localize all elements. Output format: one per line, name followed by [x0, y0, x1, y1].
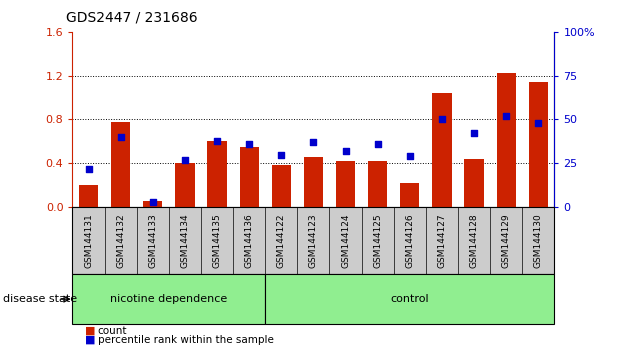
Bar	[272, 165, 291, 207]
Bar	[143, 200, 163, 207]
Point	[212, 138, 222, 143]
Text: GSM144127: GSM144127	[437, 213, 447, 268]
Text: GSM144123: GSM144123	[309, 213, 318, 268]
Text: GSM144133: GSM144133	[148, 213, 158, 268]
Point	[244, 141, 254, 147]
Text: GSM144131: GSM144131	[84, 213, 93, 268]
Text: GSM144128: GSM144128	[469, 213, 479, 268]
Text: ■: ■	[85, 335, 96, 345]
Bar	[400, 183, 420, 207]
Bar	[175, 163, 195, 207]
Bar	[111, 122, 130, 207]
Bar	[79, 185, 98, 207]
Point	[404, 153, 415, 159]
Point	[372, 141, 382, 147]
Bar	[368, 161, 387, 207]
Text: GSM144125: GSM144125	[373, 213, 382, 268]
Bar	[239, 147, 259, 207]
Point	[276, 152, 286, 157]
Point	[308, 139, 318, 145]
Text: GSM144122: GSM144122	[277, 213, 286, 268]
Point	[180, 157, 190, 162]
Text: GSM144130: GSM144130	[534, 213, 543, 268]
Text: control: control	[391, 294, 429, 304]
Text: GSM144132: GSM144132	[116, 213, 125, 268]
Text: GSM144136: GSM144136	[244, 213, 254, 268]
Text: GSM144126: GSM144126	[405, 213, 415, 268]
Bar	[207, 141, 227, 207]
Point	[147, 199, 158, 205]
Text: disease state: disease state	[3, 294, 77, 304]
Point	[469, 131, 479, 136]
Bar	[496, 74, 516, 207]
Bar	[529, 82, 548, 207]
Point	[116, 134, 126, 140]
Text: GSM144135: GSM144135	[212, 213, 222, 268]
Point	[533, 120, 543, 126]
Point	[83, 166, 94, 171]
Bar	[464, 159, 484, 207]
Bar	[336, 161, 355, 207]
Text: ■: ■	[85, 326, 96, 336]
Point	[437, 117, 447, 122]
Text: GSM144124: GSM144124	[341, 213, 350, 268]
Text: nicotine dependence: nicotine dependence	[110, 294, 227, 304]
Text: GDS2447 / 231686: GDS2447 / 231686	[66, 11, 198, 25]
Bar	[304, 157, 323, 207]
Text: count: count	[98, 326, 127, 336]
Text: GSM144134: GSM144134	[180, 213, 190, 268]
Text: percentile rank within the sample: percentile rank within the sample	[98, 335, 273, 345]
Text: GSM144129: GSM144129	[501, 213, 511, 268]
Bar	[432, 93, 452, 207]
Point	[340, 148, 350, 154]
Point	[501, 113, 511, 119]
